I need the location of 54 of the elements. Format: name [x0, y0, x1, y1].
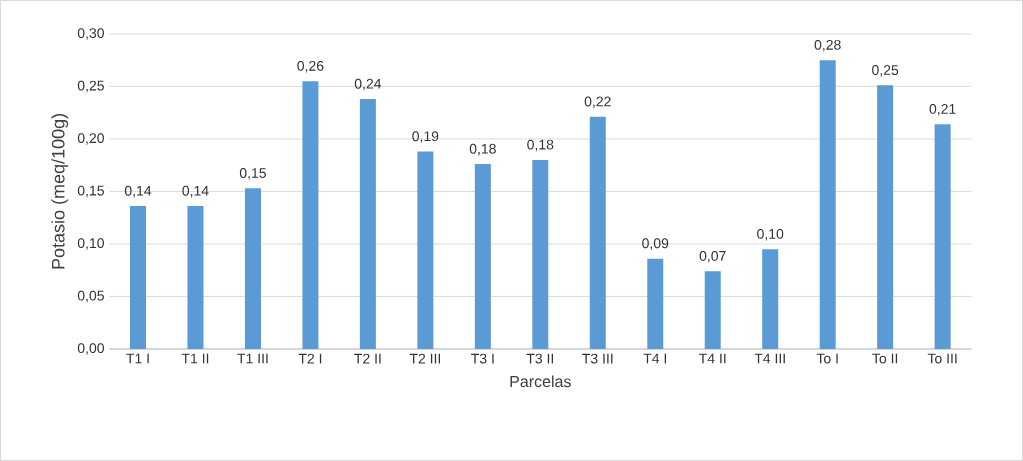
x-tick-label: T2 I: [298, 353, 322, 364]
bar: [934, 124, 951, 349]
y-axis-title: Potasio (meq/100g): [51, 114, 69, 269]
bar: [302, 81, 319, 349]
x-tick-label: T4 II: [699, 353, 726, 364]
data-label: 0,25: [872, 65, 899, 77]
bar: [417, 151, 434, 349]
x-tick-label: T2 II: [354, 353, 381, 364]
data-label: 0,19: [412, 131, 439, 143]
bar: [762, 249, 779, 349]
data-label: 0,28: [814, 39, 841, 52]
bar: [474, 164, 491, 349]
x-tick-label: T4 I: [643, 353, 667, 364]
x-tick-label: T1 II: [181, 353, 209, 364]
x-tick-label: T2 III: [409, 353, 441, 364]
data-label: 0,22: [584, 96, 611, 109]
data-label: 0,09: [642, 238, 669, 250]
data-label: 0,14: [124, 185, 152, 198]
bar: [129, 206, 146, 349]
x-axis-title: Parcelas: [510, 375, 571, 388]
x-tick-label: T4 III: [754, 353, 785, 364]
data-label: 0,18: [527, 139, 554, 152]
y-tick-label: 0,05: [77, 290, 104, 303]
x-tick-label: T3 III: [582, 353, 613, 364]
bar: [589, 116, 606, 349]
x-tick-label: To II: [872, 353, 898, 364]
x-tick-label: To III: [927, 353, 957, 364]
y-tick-label: 0,20: [77, 133, 104, 145]
x-tick-label: To I: [816, 353, 838, 364]
data-label: 0,10: [757, 228, 784, 241]
bar: [819, 60, 836, 349]
bar: [532, 159, 549, 349]
data-label: 0,26: [297, 60, 324, 73]
x-tick-label: T3 I: [471, 353, 494, 364]
data-label: 0,15: [239, 168, 266, 180]
x-tick-label: T3 II: [526, 353, 554, 364]
data-label: 0,14: [182, 185, 209, 198]
bar: [877, 85, 894, 349]
data-label: 0,21: [929, 103, 956, 116]
bar: [359, 99, 376, 349]
x-tick-label: T1 I: [126, 353, 149, 364]
bar: [244, 188, 261, 349]
x-tick-label: T1 III: [237, 353, 268, 364]
data-label: 0,07: [699, 250, 726, 263]
y-tick-label: 0,15: [77, 185, 104, 198]
y-tick-label: 0,00: [77, 343, 104, 355]
y-tick-label: 0,25: [77, 80, 104, 93]
bar: [647, 258, 664, 349]
bar: [187, 206, 204, 349]
y-tick-label: 0,30: [77, 28, 104, 40]
data-label: 0,18: [469, 143, 496, 156]
y-tick-label: 0,10: [77, 238, 104, 250]
data-label: 0,24: [354, 78, 382, 91]
bar: [704, 271, 721, 349]
